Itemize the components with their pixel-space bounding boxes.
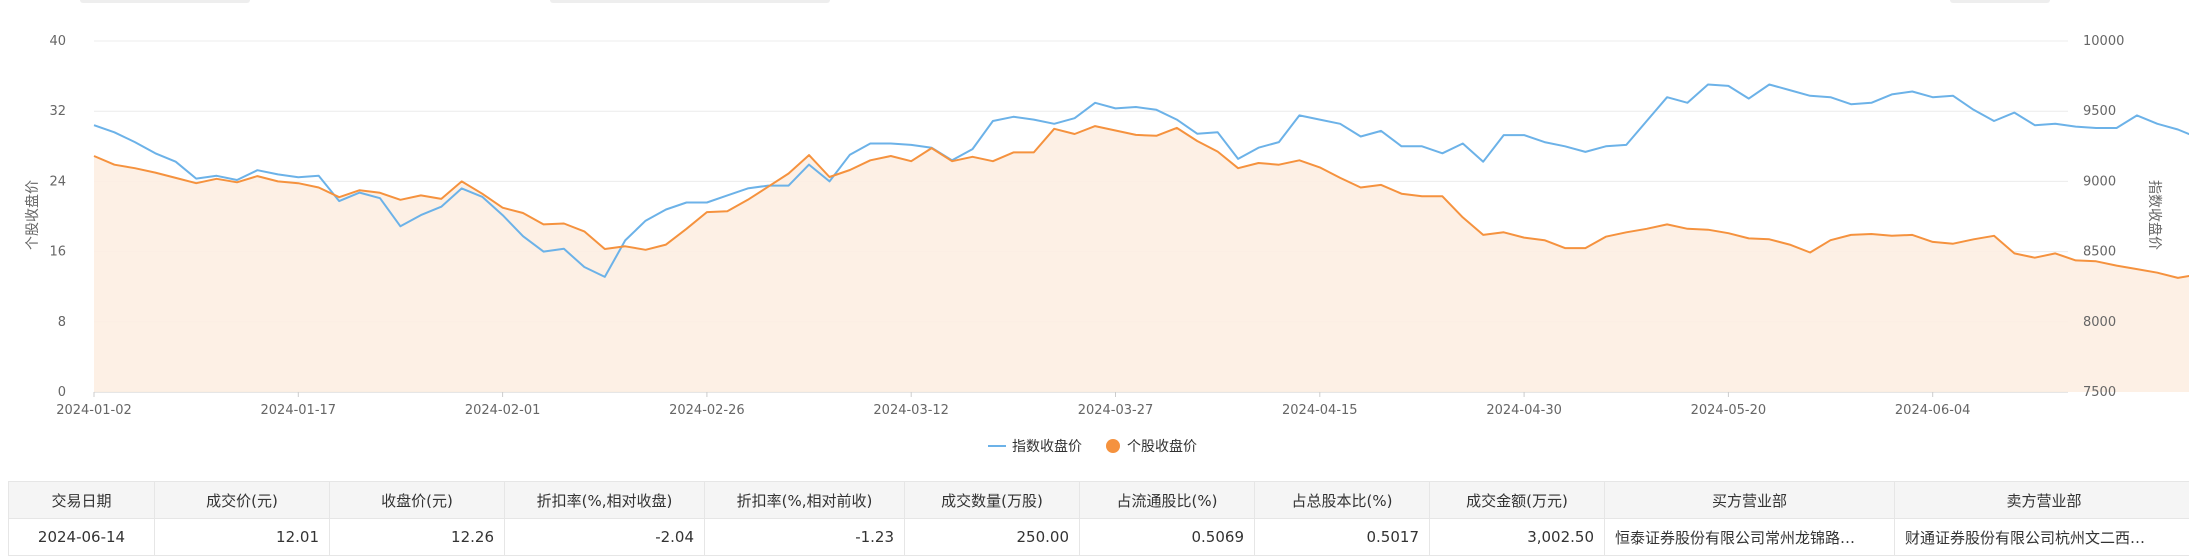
x-tick-label: 2024-06-04	[1895, 403, 1971, 418]
x-tick-label: 2024-02-01	[465, 403, 541, 418]
header-seller[interactable]: 卖方营业部	[1895, 482, 2189, 519]
header-amount[interactable]: 成交金额(万元)	[1430, 482, 1605, 519]
cell-amount: 3,002.50	[1430, 519, 1605, 556]
y-right-tick-label: 9000	[2083, 174, 2116, 189]
header-discount-close[interactable]: 折扣率(%,相对收盘)	[505, 482, 705, 519]
cell-buyer[interactable]: 恒泰证券股份有限公司常州龙锦路…	[1605, 519, 1895, 556]
legend-label-stock: 个股收盘价	[1127, 438, 1197, 455]
header-deal-price[interactable]: 成交价(元)	[155, 482, 330, 519]
header-trade-date[interactable]: 交易日期	[9, 482, 155, 519]
x-tick-label: 2024-03-12	[873, 403, 949, 418]
header-close-price[interactable]: 收盘价(元)	[330, 482, 505, 519]
cell-discount-prev: -1.23	[705, 519, 905, 556]
x-tick-label: 2024-04-30	[1486, 403, 1562, 418]
y-left-tick-label: 40	[49, 34, 66, 49]
legend-dot-stock-icon	[1106, 439, 1120, 453]
header-discount-prev[interactable]: 折扣率(%,相对前收)	[705, 482, 905, 519]
cell-deal-price: 12.01	[155, 519, 330, 556]
area-layer	[94, 126, 2189, 392]
cell-float-ratio: 0.5069	[1080, 519, 1255, 556]
y-left-tick-label: 32	[49, 104, 66, 119]
legend-label-index: 指数收盘价	[1012, 438, 1082, 455]
y-left-tick-label: 0	[58, 385, 66, 400]
table-header-row: 交易日期 成交价(元) 收盘价(元) 折扣率(%,相对收盘) 折扣率(%,相对前…	[9, 482, 2189, 519]
right-axis-title: 指数收盘价	[2146, 180, 2163, 250]
cell-total-ratio: 0.5017	[1255, 519, 1430, 556]
header-buyer[interactable]: 买方营业部	[1605, 482, 1895, 519]
cell-seller[interactable]: 财通证券股份有限公司杭州文二西…	[1895, 519, 2189, 556]
cell-trade-date: 2024-06-14	[9, 519, 155, 556]
x-tick-label: 2024-01-17	[261, 403, 337, 418]
y-left-tick-label: 24	[49, 174, 66, 189]
cell-volume: 250.00	[905, 519, 1080, 556]
legend-item-index[interactable]: 指数收盘价	[988, 438, 1082, 455]
x-tick-label: 2024-02-26	[669, 403, 745, 418]
series-area-stock	[94, 126, 2189, 392]
legend[interactable]: 指数收盘价 个股收盘价	[988, 438, 1197, 455]
header-float-ratio[interactable]: 占流通股比(%)	[1080, 482, 1255, 519]
header-volume[interactable]: 成交数量(万股)	[905, 482, 1080, 519]
x-tick-label: 2024-05-20	[1691, 403, 1767, 418]
left-axis-title: 个股收盘价	[24, 180, 41, 250]
header-total-ratio[interactable]: 占总股本比(%)	[1255, 482, 1430, 519]
cell-close-price: 12.26	[330, 519, 505, 556]
x-tick-label: 2024-01-02	[56, 403, 132, 418]
block-trade-table: 交易日期 成交价(元) 收盘价(元) 折扣率(%,相对收盘) 折扣率(%,相对前…	[8, 481, 2189, 556]
y-right-tick-label: 7500	[2083, 385, 2116, 400]
y-left-tick-label: 16	[49, 245, 66, 260]
y-right-tick-label: 10000	[2083, 34, 2124, 49]
x-tick-label: 2024-03-27	[1078, 403, 1154, 418]
cell-discount-close: -2.04	[505, 519, 705, 556]
table-row: 2024-06-14 12.01 12.26 -2.04 -1.23 250.0…	[9, 519, 2189, 556]
x-tick-label: 2024-04-15	[1282, 403, 1358, 418]
y-right-tick-label: 9500	[2083, 104, 2116, 119]
y-left-tick-label: 8	[58, 315, 66, 330]
y-right-tick-label: 8500	[2083, 245, 2116, 260]
price-comparison-chart: 0 8 16 24 32 40 7500 8000 8500 9000 9500 10000 2024-…	[0, 0, 2189, 470]
y-right-tick-label: 8000	[2083, 315, 2116, 330]
legend-item-stock[interactable]: 个股收盘价	[1106, 438, 1197, 455]
